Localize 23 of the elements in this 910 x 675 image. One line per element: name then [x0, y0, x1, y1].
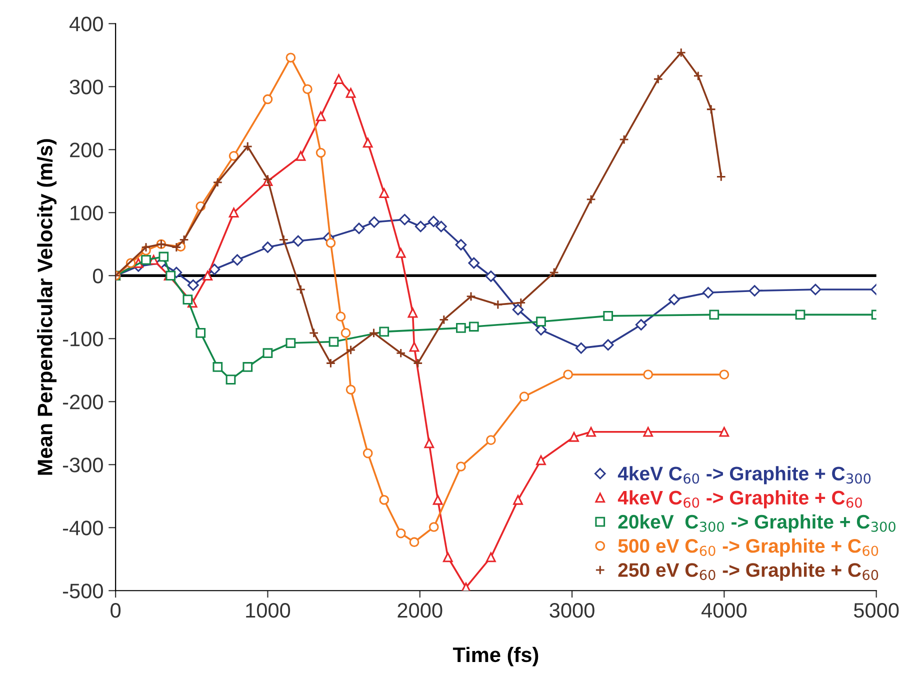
x-tick-label: 4000 — [701, 602, 747, 618]
y-tick-label: 100 — [70, 206, 103, 220]
x-tick-label: 2000 — [398, 602, 442, 618]
legend-label: 4keV C$_{60}$ -> Graphite + C$_{300}$ — [618, 466, 871, 484]
x-tick-label: 3000 — [550, 602, 594, 618]
y-tick-label: -100 — [62, 332, 103, 346]
y-tick-label: -500 — [62, 584, 103, 598]
y-tick-label: 300 — [70, 80, 103, 94]
legend-label: 4keV C$_{60}$ -> Graphite + C$_{60}$ — [618, 490, 862, 508]
y-tick-label: -400 — [62, 520, 103, 536]
x-tick-label: 1000 — [246, 602, 290, 618]
y-tick-label: 200 — [70, 142, 103, 158]
y-tick-label: -300 — [62, 458, 103, 472]
legend-label: 500 eV C$_{60}$ -> Graphite + C$_{60}$ — [618, 538, 878, 557]
x-tick-label: 0 — [110, 602, 121, 618]
y-tick-label: -200 — [62, 394, 103, 410]
legend-label: 250 eV C$_{60}$ -> Graphite + C$_{60}$ — [618, 562, 878, 581]
y-tick-label: 0 — [92, 268, 103, 284]
y-tick-label: 400 — [69, 16, 103, 32]
legend-label: 20keV C$_{300}$ -> Graphite + C$_{300}$ — [618, 514, 896, 533]
y-axis-title: Mean Perpendicular Velocity (m/s) — [37, 139, 57, 475]
x-axis-title: Time (fs) — [452, 646, 538, 666]
x-tick-label: 5000 — [854, 602, 899, 618]
